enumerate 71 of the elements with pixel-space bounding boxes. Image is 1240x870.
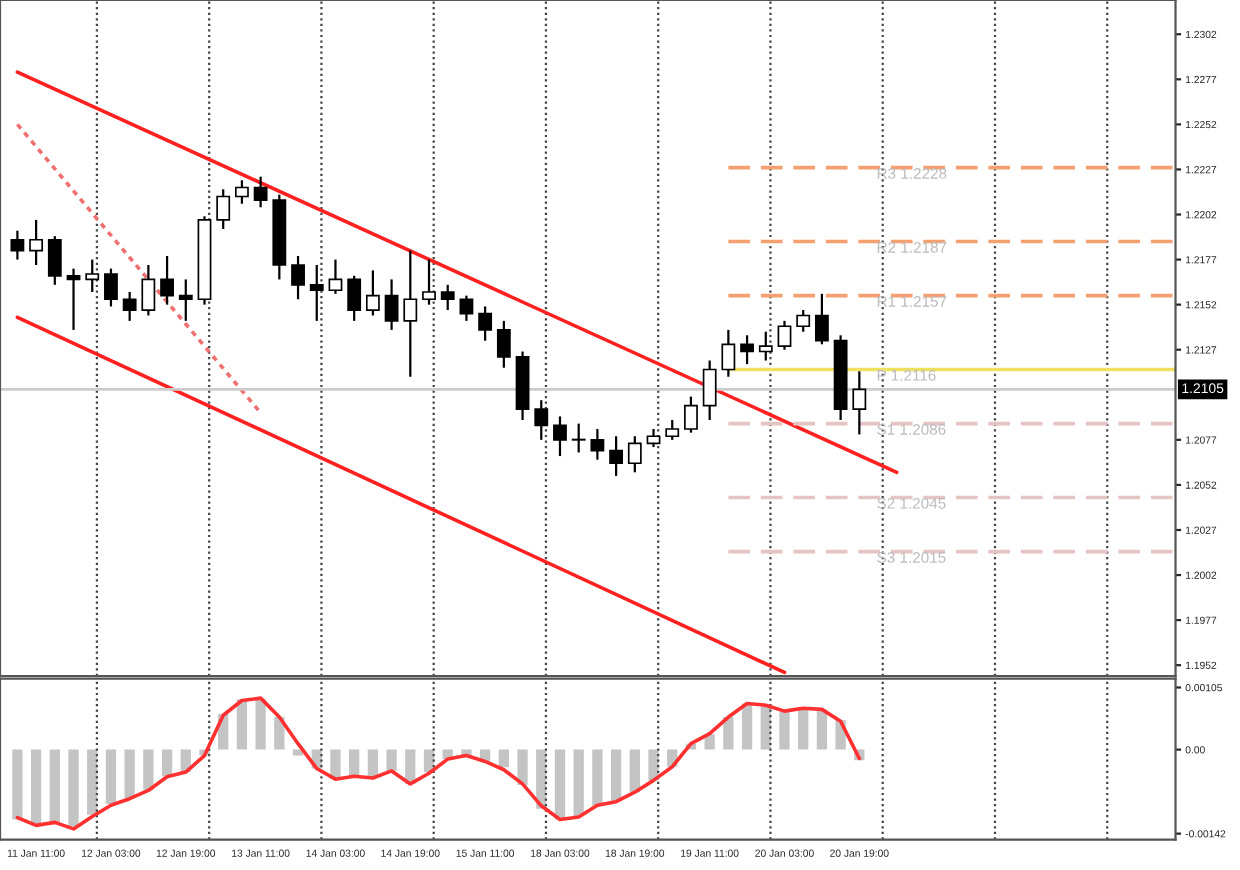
bar bbox=[124, 749, 135, 799]
bar bbox=[12, 749, 23, 820]
candlestick bbox=[496, 319, 511, 369]
bar bbox=[30, 749, 42, 826]
bar bbox=[610, 749, 622, 802]
bar bbox=[629, 749, 640, 793]
candlestick bbox=[852, 370, 867, 436]
bar bbox=[292, 749, 304, 756]
candlestick bbox=[328, 258, 343, 295]
candlestick bbox=[758, 330, 773, 362]
bar bbox=[816, 709, 828, 750]
bar bbox=[592, 749, 603, 806]
candlestick bbox=[665, 418, 680, 441]
candlestick bbox=[740, 334, 754, 366]
candlestick bbox=[403, 249, 418, 378]
candlestick bbox=[66, 267, 81, 331]
candlestick bbox=[47, 235, 62, 286]
candlestick bbox=[178, 278, 193, 322]
candlestick bbox=[777, 319, 792, 351]
candlestick bbox=[553, 415, 567, 458]
candlestick bbox=[590, 427, 605, 461]
candlestick bbox=[104, 267, 118, 308]
candlestick bbox=[459, 294, 474, 322]
bar bbox=[236, 699, 248, 750]
bar bbox=[161, 749, 173, 777]
candlestick bbox=[478, 305, 493, 342]
candlestick bbox=[122, 290, 137, 322]
candlestick bbox=[721, 328, 736, 378]
bar bbox=[68, 749, 79, 827]
bar bbox=[49, 749, 60, 823]
candlestick bbox=[796, 308, 811, 333]
candlestick bbox=[571, 422, 586, 454]
bar bbox=[105, 749, 117, 805]
candlestick bbox=[291, 254, 305, 301]
candlestick bbox=[347, 274, 362, 322]
bar bbox=[386, 749, 397, 771]
bar bbox=[723, 717, 734, 750]
line-series bbox=[15, 696, 862, 831]
candlestick bbox=[141, 263, 156, 317]
candlestick bbox=[702, 359, 717, 422]
bar bbox=[648, 749, 659, 781]
bar bbox=[798, 708, 809, 750]
candlestick bbox=[365, 269, 380, 317]
bar bbox=[330, 749, 341, 780]
candlestick bbox=[627, 435, 642, 474]
candlestick bbox=[440, 283, 455, 312]
candlestick bbox=[160, 254, 174, 306]
bar bbox=[143, 749, 154, 790]
candlestick bbox=[609, 435, 624, 478]
bar bbox=[498, 749, 509, 768]
bar bbox=[573, 749, 584, 816]
candlestick bbox=[29, 218, 44, 267]
candlestick bbox=[10, 229, 25, 261]
bar bbox=[741, 703, 753, 750]
candlestick bbox=[234, 179, 249, 205]
candlestick bbox=[384, 278, 399, 331]
bar bbox=[349, 749, 360, 777]
candlestick bbox=[534, 399, 549, 441]
candlestick bbox=[814, 292, 829, 346]
candlestick bbox=[85, 258, 100, 294]
bar bbox=[87, 749, 98, 815]
candlestick bbox=[646, 427, 661, 449]
bar bbox=[779, 711, 790, 750]
candlestick bbox=[216, 188, 231, 231]
candlestick bbox=[422, 258, 436, 306]
bar bbox=[554, 749, 566, 820]
candlestick bbox=[253, 175, 268, 209]
bar bbox=[255, 698, 266, 750]
bar bbox=[517, 749, 528, 786]
candlestick bbox=[684, 395, 698, 434]
candlestick bbox=[309, 263, 324, 322]
